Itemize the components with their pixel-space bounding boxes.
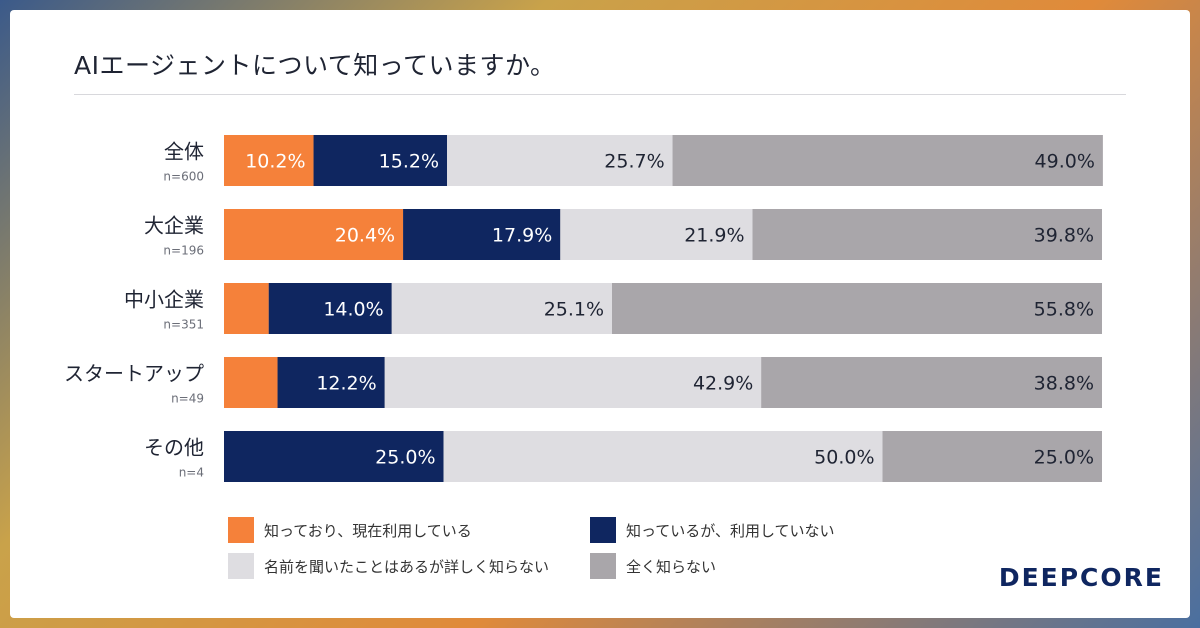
bar-segment (224, 209, 404, 260)
brand-logo: DEEPCORE (998, 563, 1164, 592)
bar-segment (391, 283, 613, 334)
legend-swatch-unknown (590, 553, 616, 579)
legend-swatch-using (228, 517, 254, 543)
legend-item-aware-not-using: 知っているが、利用していない (590, 517, 835, 543)
bar-segment (224, 357, 278, 408)
data-label: 25.7% (604, 151, 664, 173)
data-label: 21.9% (684, 225, 744, 247)
data-label: 38.8% (1034, 373, 1094, 395)
data-label: 14.0% (323, 299, 383, 321)
data-label: 17.9% (492, 225, 552, 247)
category-sample-size: n=49 (171, 392, 204, 406)
bar-segment (277, 357, 385, 408)
bar-segment (384, 357, 762, 408)
category-sample-size: n=4 (179, 466, 204, 480)
data-label: 55.8% (1034, 299, 1094, 321)
bar-segment (612, 283, 1102, 334)
bar-segment (224, 431, 444, 482)
category-label: スタートアップ (64, 362, 204, 386)
legend-swatch-heard-of (228, 553, 254, 579)
bar-segment (443, 431, 883, 482)
data-label: 25.1% (544, 299, 604, 321)
category-label: 大企業 (144, 214, 204, 238)
title-divider (74, 94, 1126, 95)
data-label: 39.8% (1034, 225, 1094, 247)
legend-label-unknown: 全く知らない (626, 557, 717, 576)
bar-segment (672, 135, 1103, 186)
category-sample-size: n=351 (163, 318, 204, 332)
bar-segment (761, 357, 1102, 408)
bar-segment (268, 283, 392, 334)
legend-label-heard-of: 名前を聞いたことはあるが詳しく知らない (264, 557, 550, 576)
data-label: 50.0% (814, 447, 874, 469)
legend-swatch-aware-not-using (590, 517, 616, 543)
data-label: 25.0% (1034, 447, 1094, 469)
chart-title: AIエージェントについて知っていますか。 (74, 51, 556, 80)
legend-item-unknown: 全く知らない (590, 553, 716, 579)
data-label: 20.4% (335, 225, 395, 247)
bar-segment (224, 283, 269, 334)
legend-item-heard-of: 名前を聞いたことはあるが詳しく知らない (228, 553, 549, 579)
bar-segment (313, 135, 448, 186)
data-label: 12.2% (316, 373, 376, 395)
category-label: その他 (144, 436, 204, 460)
stacked-bar-chart: 全体 n=600 10.2% 15.2% 25.7% 49.0% 大企業 n=196 20.4%… (64, 135, 1103, 482)
bar-segment (224, 135, 314, 186)
data-label: 10.2% (245, 151, 305, 173)
bar-segment (447, 135, 673, 186)
category-sample-size: n=600 (163, 170, 204, 184)
data-label: 42.9% (693, 373, 753, 395)
bar-segment (560, 209, 753, 260)
legend-label-using: 知っており、現在利用している (264, 521, 472, 540)
category-label: 全体 (164, 140, 204, 164)
chart-card: AIエージェントについて知っていますか。 全体 n=600 10.2% 15.2% 25… (10, 10, 1190, 618)
legend-item-using: 知っており、現在利用している (228, 517, 472, 543)
category-label: 中小企業 (124, 288, 204, 312)
data-label: 49.0% (1035, 151, 1095, 173)
bar-segment (403, 209, 561, 260)
bar-segment (752, 209, 1102, 260)
bar-segment (882, 431, 1102, 482)
data-label: 15.2% (379, 151, 439, 173)
category-sample-size: n=196 (163, 244, 204, 258)
legend-label-aware-not-using: 知っているが、利用していない (626, 521, 835, 540)
data-label: 25.0% (375, 447, 435, 469)
